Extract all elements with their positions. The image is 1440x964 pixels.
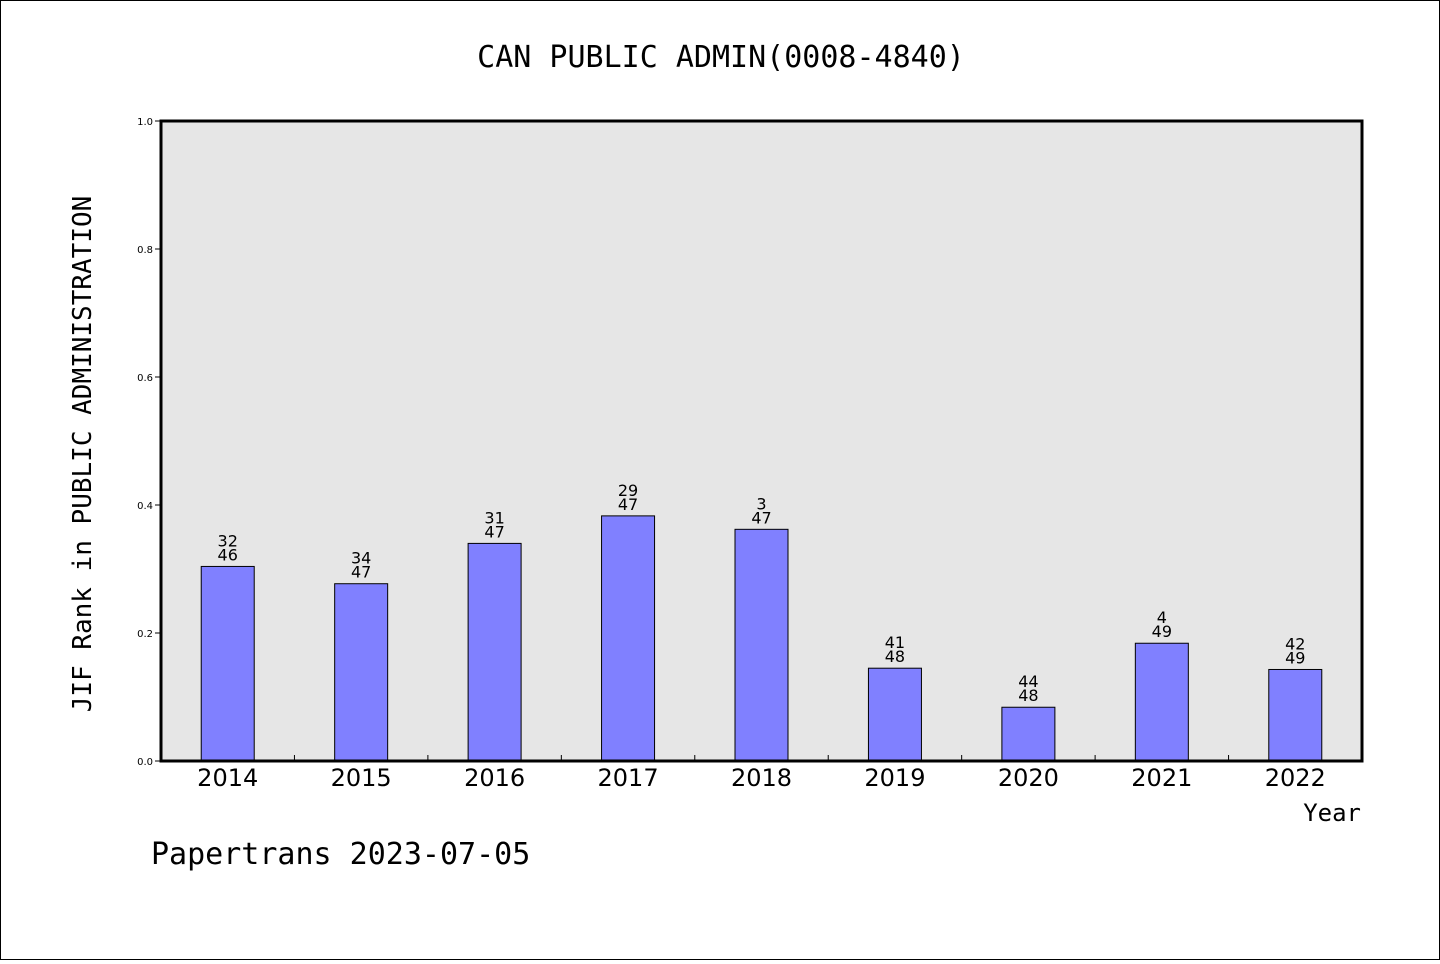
- bar-label-total: 47: [618, 495, 638, 514]
- bar-label-total: 48: [1018, 686, 1038, 705]
- bar-label-rank: 3: [756, 494, 766, 513]
- x-tick-label: 2015: [331, 764, 392, 792]
- bar-label-rank: 29: [618, 481, 638, 500]
- y-tick-label: 0.4: [137, 501, 153, 512]
- bar-label-rank: 4: [1157, 608, 1167, 627]
- chart-title: CAN PUBLIC ADMIN(0008-4840): [477, 40, 965, 75]
- y-axis-label: JIF Rank in PUBLIC ADMINISTRATION: [68, 196, 98, 713]
- y-axis-ticks: 0.0 0.2 0.4 0.6 0.8 1.0: [137, 117, 161, 768]
- bar-label-total: 47: [484, 522, 504, 541]
- x-tick-label: 2022: [1265, 764, 1326, 792]
- y-tick-label: 0.6: [137, 373, 153, 384]
- y-tick-label: 0.8: [137, 245, 153, 256]
- x-tick-label: 2019: [864, 764, 925, 792]
- plot-border: [159, 119, 1364, 763]
- bar-2021: [1134, 642, 1189, 762]
- bar-2017: [601, 515, 656, 762]
- x-tick-label: 2020: [998, 764, 1059, 792]
- bar-label-total: 48: [885, 647, 905, 666]
- bar-2020: [1001, 706, 1056, 762]
- bar-label-rank: 31: [484, 508, 504, 527]
- bar-2022: [1268, 668, 1323, 762]
- y-tick-label: 0.2: [137, 629, 153, 640]
- bar-2014: [200, 565, 255, 762]
- bar-label-total: 47: [751, 508, 771, 527]
- bar-label-rank: 42: [1285, 634, 1305, 653]
- x-tick-label: 2018: [731, 764, 792, 792]
- x-tick-label: 2017: [598, 764, 659, 792]
- bar-label-rank: 44: [1018, 672, 1038, 691]
- bar-2018: [734, 528, 789, 762]
- bar-2015: [334, 583, 389, 762]
- footer-watermark: Papertrans 2023-07-05: [151, 837, 530, 872]
- y-tick-label: 1.0: [137, 117, 153, 128]
- x-tick-label: 2016: [464, 764, 525, 792]
- bar-label-total: 47: [351, 563, 371, 582]
- bar-label-total: 46: [218, 545, 238, 564]
- bar-label-total: 49: [1152, 622, 1172, 641]
- bar-label-total: 49: [1285, 648, 1305, 667]
- x-axis-label: Year: [1303, 799, 1361, 827]
- bar-label-rank: 41: [885, 633, 905, 652]
- bar-label-rank: 32: [218, 531, 238, 550]
- bar-2016: [467, 542, 522, 762]
- x-tick-label: 2021: [1131, 764, 1192, 792]
- x-axis-ticks: 2014 2015 2016 2017 2018 2019 2020 2021 2022: [197, 755, 1326, 792]
- bar-2019: [867, 667, 922, 762]
- x-tick-label: 2014: [197, 764, 258, 792]
- y-tick-label: 0.0: [137, 757, 153, 768]
- bar-label-rank: 34: [351, 549, 371, 568]
